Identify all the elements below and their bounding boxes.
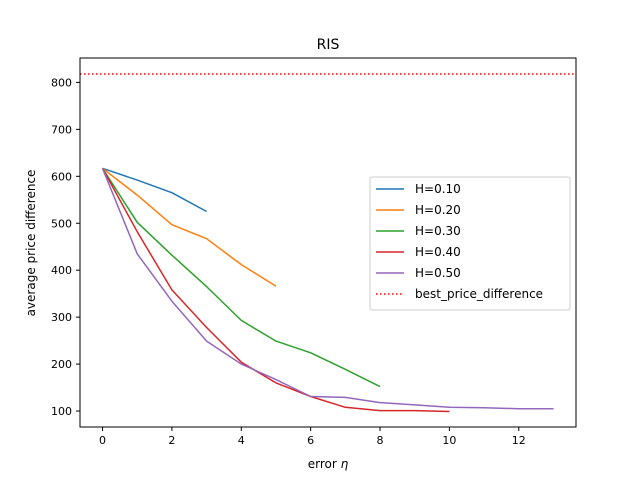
plot-area <box>80 73 576 413</box>
axis-ticks: 0 2 4 6 8 10 12 100 200 300 400 500 600 700 800 <box>51 76 526 447</box>
x-axis-label: error η <box>308 457 349 471</box>
series-h-0-50 <box>101 168 554 410</box>
y-tick-label: 600 <box>51 170 72 183</box>
y-axis-label: average price difference <box>24 170 38 317</box>
legend-label: H=0.10 <box>415 182 461 196</box>
legend-item: H=0.40 <box>376 245 461 259</box>
legend-label: H=0.40 <box>415 245 461 259</box>
x-tick-label: 0 <box>99 434 106 447</box>
series-line <box>102 167 277 287</box>
plot-frame <box>79 57 577 428</box>
x-tick-label: 6 <box>307 434 314 447</box>
y-tick-label: 400 <box>51 264 72 277</box>
series-line <box>101 168 554 410</box>
series-h-0-30 <box>101 167 381 388</box>
legend-item: best_price_difference <box>376 287 543 301</box>
series-line <box>102 167 207 213</box>
legend-label: H=0.30 <box>415 224 461 238</box>
x-tick-label: 12 <box>512 434 526 447</box>
x-tick-label: 2 <box>168 434 175 447</box>
legend-box <box>369 176 571 311</box>
legend-item: H=0.20 <box>376 203 461 217</box>
y-tick-label: 500 <box>51 217 72 230</box>
series-h-0-10 <box>102 167 207 213</box>
x-tick-label: 8 <box>377 434 384 447</box>
x-axis-label-prefix: error <box>308 457 341 471</box>
y-tick-label: 300 <box>51 311 72 324</box>
legend-label: H=0.20 <box>415 203 461 217</box>
legend-item: H=0.30 <box>376 224 461 238</box>
legend-label: best_price_difference <box>415 287 543 301</box>
legend-item: H=0.10 <box>376 182 461 196</box>
x-tick-label: 10 <box>442 434 456 447</box>
chart-title: RIS <box>317 37 340 53</box>
series-line <box>101 167 381 388</box>
series-h-0-40 <box>101 167 450 413</box>
x-axis-label-symbol: η <box>341 457 349 471</box>
legend-item: H=0.50 <box>376 266 461 280</box>
series-h-0-20 <box>102 167 277 287</box>
y-tick-label: 700 <box>51 123 72 136</box>
series-line <box>101 167 450 413</box>
legend: H=0.10 H=0.20 H=0.30 H=0.40 H=0.50 best_price… <box>369 176 571 311</box>
y-tick-label: 800 <box>51 76 72 89</box>
x-tick-label: 4 <box>238 434 245 447</box>
y-tick-label: 100 <box>51 405 72 418</box>
legend-label: H=0.50 <box>415 266 461 280</box>
y-tick-label: 200 <box>51 358 72 371</box>
